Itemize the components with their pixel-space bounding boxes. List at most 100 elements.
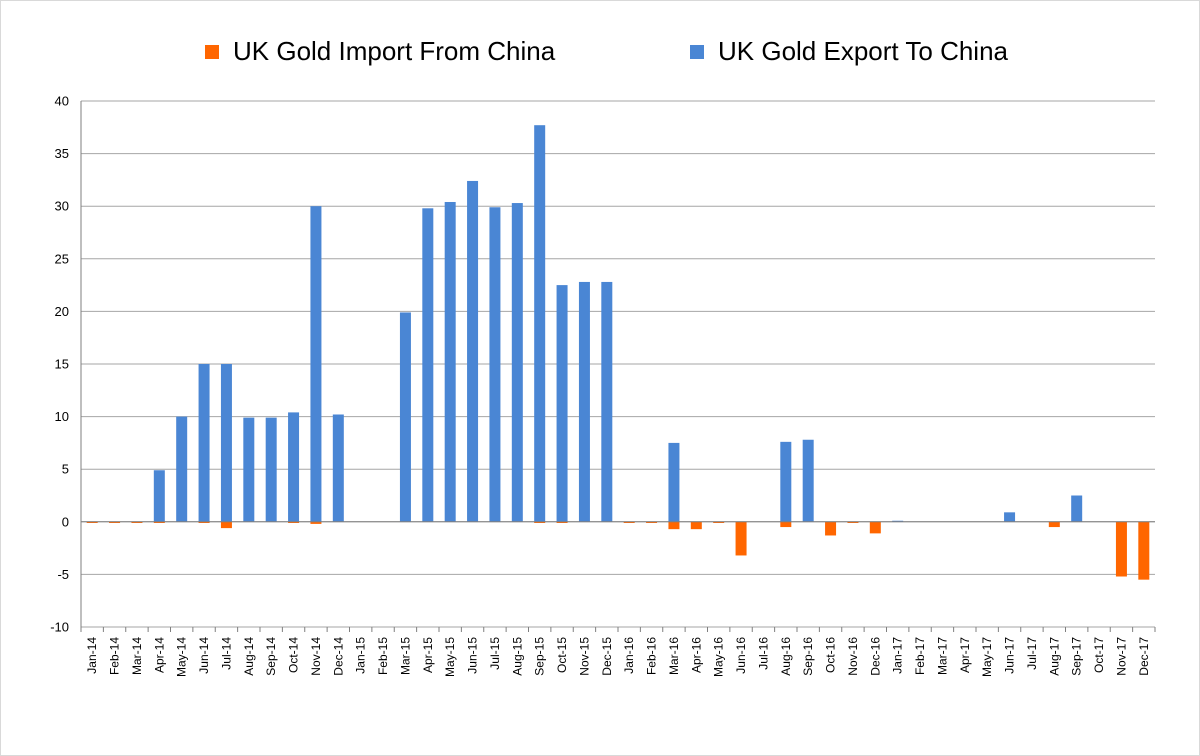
legend-label-export: UK Gold Export To China — [718, 36, 1008, 66]
x-tick-label: Feb-17 — [913, 637, 927, 675]
bar-export — [422, 208, 434, 522]
x-tick-label: Aug-17 — [1047, 637, 1061, 676]
y-tick-label: 5 — [62, 462, 69, 477]
bar-import — [780, 521, 792, 528]
bar-export — [220, 364, 232, 522]
x-tick-label: Mar-17 — [935, 637, 949, 675]
legend-swatch-import — [205, 44, 219, 59]
bar-export — [601, 281, 613, 522]
x-tick-label: Feb-14 — [108, 637, 122, 675]
x-tick-label: Jan-14 — [85, 637, 99, 674]
x-tick-label: Mar-14 — [130, 637, 144, 675]
bar-export — [1071, 495, 1083, 522]
bar-export — [534, 125, 546, 522]
x-tick-label: Oct-15 — [555, 637, 569, 673]
x-tick-label: Sep-14 — [264, 637, 278, 676]
x-tick-label: Dec-16 — [868, 637, 882, 676]
x-tick-label: Apr-14 — [152, 637, 166, 673]
bar-export — [176, 416, 188, 522]
bar-export — [578, 281, 590, 522]
x-tick-label: Jan-16 — [622, 637, 636, 674]
x-tick-label: Apr-16 — [689, 637, 703, 673]
bar-export — [467, 180, 479, 522]
legend-item-export: UK Gold Export To China — [690, 36, 1008, 67]
bar-export — [288, 412, 300, 522]
x-tick-label: Oct-14 — [287, 637, 301, 673]
bar-export — [243, 417, 255, 522]
bar-export — [198, 364, 210, 522]
x-tick-label: Dec-14 — [331, 637, 345, 676]
bar-import — [668, 521, 680, 530]
x-tick-label: Apr-15 — [421, 637, 435, 673]
y-tick-label: 30 — [55, 199, 69, 214]
x-tick-label: Sep-17 — [1070, 637, 1084, 676]
legend-label-import: UK Gold Import From China — [233, 36, 556, 66]
x-tick-label: May-16 — [712, 637, 726, 677]
bar-export — [399, 312, 411, 522]
bar-export — [153, 470, 165, 522]
legend: UK Gold Import From China UK Gold Export… — [0, 36, 1200, 76]
x-tick-label: Aug-16 — [779, 637, 793, 676]
y-tick-label: 10 — [55, 409, 69, 424]
y-tick-label: 15 — [55, 357, 69, 372]
bar-import — [646, 521, 658, 523]
x-tick-label: Oct-17 — [1092, 637, 1106, 673]
bar-export — [265, 417, 277, 522]
x-tick-label: Mar-16 — [667, 637, 681, 675]
bar-export — [332, 414, 344, 522]
bar-export — [1004, 512, 1016, 522]
x-tick-label: Jan-17 — [891, 637, 905, 674]
bar-import — [1115, 521, 1127, 577]
bar-export — [310, 206, 322, 522]
x-tick-label: Nov-14 — [309, 637, 323, 676]
x-tick-label: Jul-15 — [488, 637, 502, 670]
bar-import — [869, 521, 881, 534]
x-tick-label: Oct-16 — [824, 637, 838, 673]
bar-import — [310, 521, 322, 524]
bar-export — [444, 201, 456, 522]
bar-export — [780, 441, 792, 522]
x-tick-label: Aug-14 — [242, 637, 256, 676]
x-tick-label: Mar-15 — [398, 637, 412, 675]
bar-import — [131, 521, 143, 523]
y-tick-label: 20 — [55, 304, 69, 319]
x-tick-label: May-17 — [980, 637, 994, 677]
x-tick-label: Feb-16 — [645, 637, 659, 675]
x-tick-label: Sep-16 — [801, 637, 815, 676]
bar-import — [288, 521, 300, 523]
x-tick-label: Sep-15 — [533, 637, 547, 676]
bar-export — [511, 203, 523, 522]
bar-import — [153, 521, 165, 523]
y-tick-label: 40 — [55, 94, 69, 109]
x-tick-label: Jun-15 — [466, 637, 480, 674]
x-tick-label: Nov-17 — [1114, 637, 1128, 676]
bar-import — [690, 521, 702, 530]
y-tick-label: 0 — [62, 514, 69, 529]
x-tick-label: May-14 — [175, 637, 189, 677]
y-tick-label: -5 — [57, 567, 69, 582]
x-tick-label: Jun-14 — [197, 637, 211, 674]
x-tick-label: Jun-16 — [734, 637, 748, 674]
x-tick-label: Dec-15 — [600, 637, 614, 676]
bar-export — [489, 207, 501, 522]
x-tick-label: May-15 — [443, 637, 457, 677]
bar-export — [892, 520, 904, 522]
bar-import — [1138, 521, 1150, 580]
bar-import — [198, 521, 210, 523]
x-tick-label: Nov-16 — [846, 637, 860, 676]
bar-import — [825, 521, 837, 536]
x-tick-label: Jul-16 — [756, 637, 770, 670]
x-tick-label: Aug-15 — [510, 637, 524, 676]
bar-import — [556, 521, 568, 523]
x-tick-label: Jun-17 — [1003, 637, 1017, 674]
bar-import — [86, 521, 98, 523]
bar-import — [109, 521, 121, 523]
bar-import — [220, 521, 232, 529]
bar-export — [668, 442, 680, 522]
x-tick-label: Jan-15 — [354, 637, 368, 674]
legend-swatch-export — [690, 44, 704, 59]
x-tick-label: Jul-14 — [219, 637, 233, 670]
y-tick-label: 25 — [55, 251, 69, 266]
legend-item-import: UK Gold Import From China — [205, 36, 555, 67]
bar-export — [802, 439, 814, 522]
